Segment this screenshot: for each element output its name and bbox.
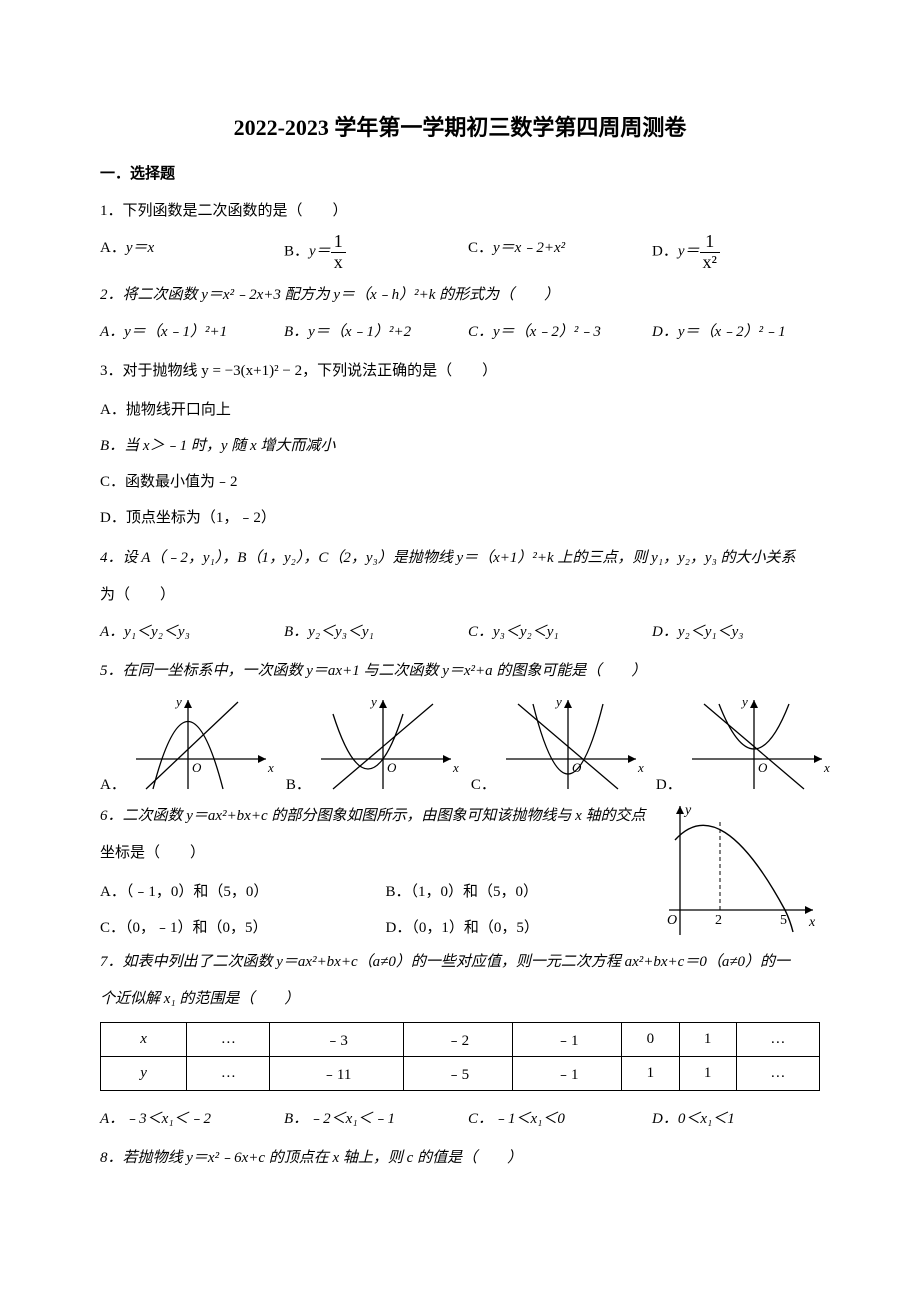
tbl-y-0: … (187, 1056, 270, 1090)
q4-text-2: 为（ ） (100, 579, 820, 612)
q4-optA: A．y₁＜y₂＜y₃ (100, 616, 268, 649)
q6-optB: B．（1，0）和（5，0） (386, 874, 656, 910)
q7-optD: D．0＜x₁＜1 (652, 1103, 820, 1136)
q5-labelC: C． (471, 773, 496, 794)
svg-text:5: 5 (780, 913, 787, 928)
q6-text-1: 6．二次函数 y＝ax²+bx+c 的部分图象如图所示，由图象可知该抛物线与 x… (100, 800, 655, 833)
q3-optC: C．函数最小值为﹣2 (100, 464, 820, 500)
svg-text:y: y (554, 694, 562, 709)
q7-optC: C．﹣1＜x₁＜0 (468, 1103, 636, 1136)
q5-graphB: x y O (313, 694, 463, 794)
q2-optC: C．y＝（x﹣2）²﹣3 (468, 316, 636, 349)
tbl-y-5: 1 (679, 1056, 736, 1090)
svg-text:x: x (452, 760, 459, 775)
tbl-y-6: … (736, 1056, 819, 1090)
q6-text-2: 坐标是（ ） (100, 837, 655, 870)
q5-graphD: x y O (684, 694, 834, 794)
q2-optD: D．y＝（x﹣2）²﹣1 (652, 316, 820, 349)
svg-text:O: O (192, 760, 202, 775)
tbl-y-3: ﹣1 (513, 1056, 622, 1090)
svg-text:y: y (740, 694, 748, 709)
q4-options: A．y₁＜y₂＜y₃ B．y₂＜y₃＜y₁ C．y₃＜y₂＜y₁ D．y₂＜y₁… (100, 616, 820, 649)
q1-optB: B．y＝1x (284, 232, 452, 273)
tbl-x-1: ﹣3 (270, 1022, 403, 1056)
svg-text:x: x (808, 915, 816, 930)
q5-text: 5．在同一坐标系中，一次函数 y＝ax+1 与二次函数 y＝x²+a 的图象可能… (100, 655, 820, 688)
q8-text: 8．若抛物线 y＝x²﹣6x+c 的顶点在 x 轴上，则 c 的值是（ ） (100, 1142, 820, 1175)
q5-graphA: x y O (128, 694, 278, 794)
tbl-x-2: ﹣2 (403, 1022, 512, 1056)
tbl-y-1: ﹣11 (270, 1056, 403, 1090)
svg-text:2: 2 (715, 913, 722, 928)
svg-text:x: x (267, 760, 274, 775)
q7-optB: B．﹣2＜x₁＜﹣1 (284, 1103, 452, 1136)
q4-optC: C．y₃＜y₂＜y₁ (468, 616, 636, 649)
q4-text-1: 4．设 A（﹣2，y₁），B（1，y₂），C（2，y₃）是抛物线 y＝（x+1）… (100, 542, 820, 575)
q2-options: A．y＝（x﹣1）²+1 B．y＝（x﹣1）²+2 C．y＝（x﹣2）²﹣3 D… (100, 316, 820, 349)
svg-text:x: x (637, 760, 644, 775)
svg-text:O: O (758, 760, 768, 775)
svg-text:O: O (387, 760, 397, 775)
q6-optD: D．（0，1）和（0，5） (386, 910, 656, 946)
q6-optC: C．（0，﹣1）和（0，5） (100, 910, 370, 946)
svg-text:y: y (174, 694, 182, 709)
q3-optD: D．顶点坐标为（1，﹣2） (100, 500, 820, 536)
q3-optA: A．抛物线开口向上 (100, 392, 820, 428)
q6-optA: A．（﹣1，0）和（5，0） (100, 874, 370, 910)
q7-text-2: 个近似解 x₁ 的范围是（ ） (100, 983, 820, 1016)
q1-optD: D．y＝1x² (652, 232, 820, 273)
q5-labelB: B． (286, 773, 311, 794)
q5-labelA: A． (100, 773, 126, 794)
q7-table: x … ﹣3 ﹣2 ﹣1 0 1 … y … ﹣11 ﹣5 ﹣1 1 1 … (100, 1022, 820, 1091)
q2-optB: B．y＝（x﹣1）²+2 (284, 316, 452, 349)
tbl-x-5: 1 (679, 1022, 736, 1056)
page-title: 2022-2023 学年第一学期初三数学第四周周测卷 (100, 110, 820, 142)
tbl-x-6: … (736, 1022, 819, 1056)
svg-text:O: O (667, 913, 677, 928)
tbl-x-0: … (187, 1022, 270, 1056)
section-header-choice: 一．选择题 (100, 162, 820, 183)
tbl-x-3: ﹣1 (513, 1022, 622, 1056)
tbl-y-2: ﹣5 (403, 1056, 512, 1090)
tbl-hdr-y: y (101, 1056, 187, 1090)
tbl-hdr-x: x (101, 1022, 187, 1056)
q1-optC: C．y＝x﹣2+x² (468, 232, 636, 273)
tbl-y-4: 1 (622, 1056, 679, 1090)
q6-figure: O 2 5 x y (665, 800, 820, 940)
svg-text:y: y (683, 803, 692, 818)
q7-text-1: 7．如表中列出了二次函数 y＝ax²+bx+c（a≠0）的一些对应值，则一元二次… (100, 946, 820, 979)
q1-optA: A．y＝x (100, 232, 268, 273)
q3-optB: B．当 x＞﹣1 时，y 随 x 增大而减小 (100, 428, 820, 464)
q3-options: A．抛物线开口向上 B．当 x＞﹣1 时，y 随 x 增大而减小 C．函数最小值… (100, 392, 820, 536)
svg-text:x: x (823, 760, 830, 775)
q4-optB: B．y₂＜y₃＜y₁ (284, 616, 452, 649)
q1-options: A．y＝x B．y＝1x C．y＝x﹣2+x² D．y＝1x² (100, 232, 820, 273)
q2-optA: A．y＝（x﹣1）²+1 (100, 316, 268, 349)
q1-text: 1．下列函数是二次函数的是（ ） (100, 195, 820, 228)
q6-options: A．（﹣1，0）和（5，0） C．（0，﹣1）和（0，5） B．（1，0）和（5… (100, 874, 655, 946)
tbl-x-4: 0 (622, 1022, 679, 1056)
q4-optD: D．y₂＜y₁＜y₃ (652, 616, 820, 649)
q5-graphC: x y O (498, 694, 648, 794)
q7-options: A．﹣3＜x₁＜﹣2 B．﹣2＜x₁＜﹣1 C．﹣1＜x₁＜0 D．0＜x₁＜1 (100, 1103, 820, 1136)
q3-text: 3．对于抛物线 y = −3(x+1)² − 2，下列说法正确的是（ ） (100, 355, 820, 388)
q2-text: 2．将二次函数 y＝x²﹣2x+3 配方为 y＝（x﹣h）²+k 的形式为（ ） (100, 279, 820, 312)
svg-text:y: y (369, 694, 377, 709)
q5-graphs: A． x y O B． x y O C． (100, 694, 820, 794)
q5-labelD: D． (656, 773, 682, 794)
q7-optA: A．﹣3＜x₁＜﹣2 (100, 1103, 268, 1136)
